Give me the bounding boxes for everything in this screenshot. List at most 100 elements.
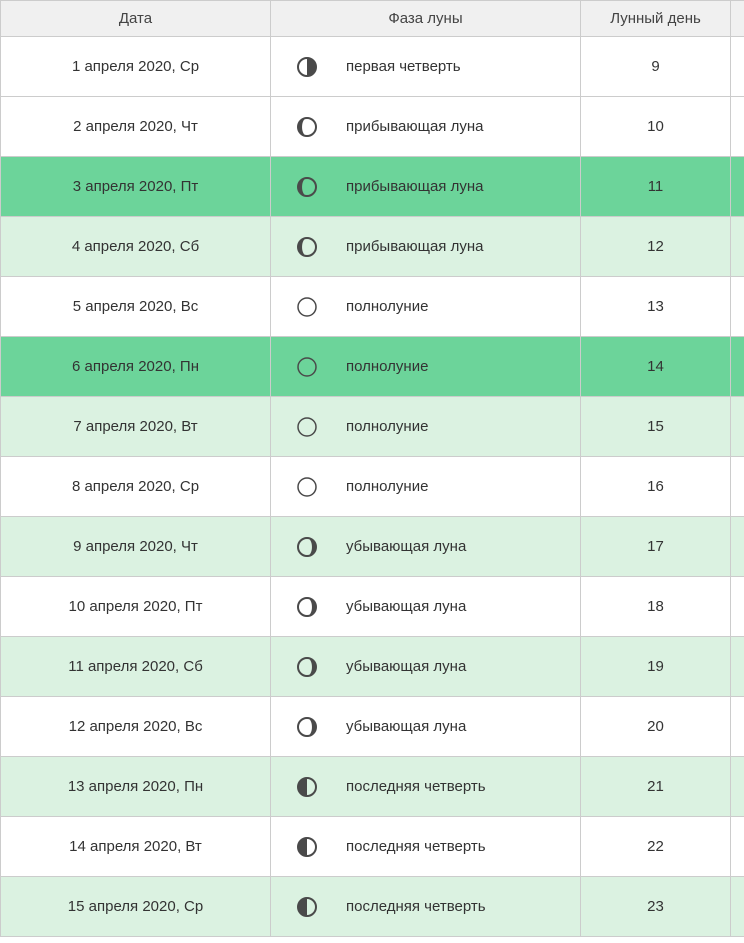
cell-date: 1 апреля 2020, Ср [1,37,271,97]
phase-label: убывающая луна [346,598,466,615]
cell-date: 8 апреля 2020, Ср [1,457,271,517]
phase-label: полнолуние [346,478,428,495]
cell-date: 3 апреля 2020, Пт [1,157,271,217]
cell-date: 15 апреля 2020, Ср [1,877,271,937]
table-row: 1 апреля 2020, Ср первая четверть 9 [1,37,744,97]
cell-phase: прибывающая луна [271,157,581,217]
cell-lunar-day: 16 [581,457,731,517]
cell-lunar-day: 18 [581,577,731,637]
phase-label: последняя четверть [346,778,486,795]
cell-date: 12 апреля 2020, Вс [1,697,271,757]
cell-phase: убывающая луна [271,517,581,577]
cell-date: 5 апреля 2020, Вс [1,277,271,337]
cell-extra [731,457,744,517]
table-row: 10 апреля 2020, Пт убывающая луна 18 [1,577,744,637]
last-quarter-icon [296,836,318,858]
cell-lunar-day: 9 [581,37,731,97]
table-row: 4 апреля 2020, Сб прибывающая луна 12 [1,217,744,277]
col-header-date: Дата [1,1,271,37]
cell-phase: убывающая луна [271,577,581,637]
cell-extra [731,577,744,637]
cell-phase: полнолуние [271,337,581,397]
cell-phase: полнолуние [271,397,581,457]
cell-phase: полнолуние [271,457,581,517]
waning-gibbous-icon [296,596,318,618]
waning-gibbous-icon [296,536,318,558]
cell-date: 9 апреля 2020, Чт [1,517,271,577]
cell-lunar-day: 21 [581,757,731,817]
cell-extra [731,97,744,157]
table-row: 9 апреля 2020, Чт убывающая луна 17 [1,517,744,577]
cell-extra [731,757,744,817]
lunar-calendar-table: Дата Фаза луны Лунный день 1 апреля 2020… [0,0,744,937]
cell-lunar-day: 11 [581,157,731,217]
cell-lunar-day: 12 [581,217,731,277]
phase-label: прибывающая луна [346,118,483,135]
cell-date: 10 апреля 2020, Пт [1,577,271,637]
full-icon [296,296,318,318]
waxing-gibbous-icon [296,116,318,138]
table-row: 14 апреля 2020, Вт последняя четверть22 [1,817,744,877]
waxing-gibbous-icon [296,176,318,198]
cell-extra [731,517,744,577]
cell-phase: последняя четверть [271,757,581,817]
phase-label: последняя четверть [346,838,486,855]
phase-label: полнолуние [346,298,428,315]
cell-extra [731,37,744,97]
cell-extra [731,337,744,397]
cell-lunar-day: 13 [581,277,731,337]
cell-phase: полнолуние [271,277,581,337]
table-row: 8 апреля 2020, Ср полнолуние 16 [1,457,744,517]
cell-date: 4 апреля 2020, Сб [1,217,271,277]
col-header-extra [731,1,744,37]
cell-lunar-day: 20 [581,697,731,757]
cell-lunar-day: 17 [581,517,731,577]
phase-label: прибывающая луна [346,238,483,255]
last-quarter-icon [296,776,318,798]
cell-date: 13 апреля 2020, Пн [1,757,271,817]
phase-label: убывающая луна [346,658,466,675]
first-quarter-icon [296,56,318,78]
phase-label: прибывающая луна [346,178,483,195]
cell-phase: убывающая луна [271,637,581,697]
phase-label: убывающая луна [346,718,466,735]
cell-phase: последняя четверть [271,877,581,937]
cell-extra [731,817,744,877]
cell-phase: первая четверть [271,37,581,97]
full-icon [296,356,318,378]
cell-extra [731,697,744,757]
cell-date: 7 апреля 2020, Вт [1,397,271,457]
table-row: 5 апреля 2020, Вс полнолуние 13 [1,277,744,337]
cell-date: 6 апреля 2020, Пн [1,337,271,397]
cell-extra [731,277,744,337]
cell-extra [731,217,744,277]
phase-label: убывающая луна [346,538,466,555]
cell-date: 2 апреля 2020, Чт [1,97,271,157]
table-row: 13 апреля 2020, Пн последняя четверть 21 [1,757,744,817]
phase-label: первая четверть [346,58,461,75]
full-icon [296,476,318,498]
cell-extra [731,877,744,937]
cell-phase: последняя четверть [271,817,581,877]
phase-label: последняя четверть [346,898,486,915]
table-row: 3 апреля 2020, Пт прибывающая луна 11 [1,157,744,217]
full-icon [296,416,318,438]
col-header-lunar-day: Лунный день [581,1,731,37]
table-header-row: Дата Фаза луны Лунный день [1,1,744,37]
cell-extra [731,157,744,217]
cell-phase: прибывающая луна [271,217,581,277]
col-header-phase: Фаза луны [271,1,581,37]
waxing-gibbous-icon [296,236,318,258]
table-row: 7 апреля 2020, Вт полнолуние15 [1,397,744,457]
waning-gibbous-icon [296,716,318,738]
table-row: 15 апреля 2020, Ср последняя четверть23 [1,877,744,937]
cell-date: 11 апреля 2020, Сб [1,637,271,697]
cell-lunar-day: 19 [581,637,731,697]
phase-label: полнолуние [346,358,428,375]
last-quarter-icon [296,896,318,918]
table-row: 12 апреля 2020, Вс убывающая луна 20 [1,697,744,757]
cell-lunar-day: 15 [581,397,731,457]
table-row: 11 апреля 2020, Сб убывающая луна 19 [1,637,744,697]
waning-gibbous-icon [296,656,318,678]
cell-phase: прибывающая луна [271,97,581,157]
